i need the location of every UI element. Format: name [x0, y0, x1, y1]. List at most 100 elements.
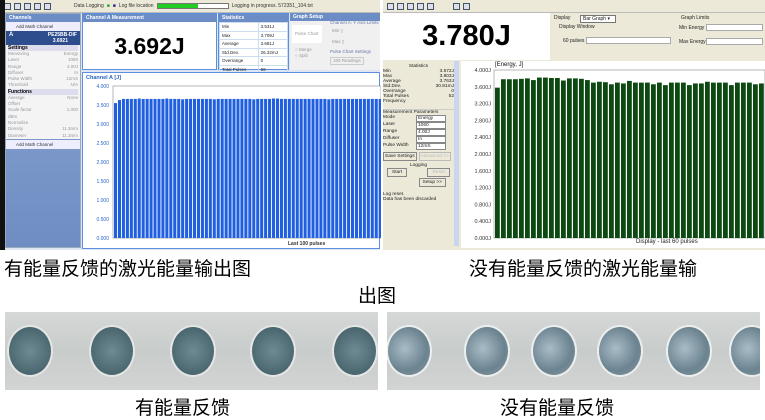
graph-setup-panel: Graph Setup Pulse Chart Channel A: Y Axi…: [290, 13, 380, 70]
bar: [579, 78, 584, 238]
bar: [597, 81, 602, 238]
bar: [185, 98, 189, 238]
chart-a-plot: 4.000 3.500 3.000 2.500 2.000 1.500 1.000 0.500…: [96, 84, 381, 242]
bar: [196, 98, 200, 238]
grid-icon[interactable]: [417, 2, 424, 10]
max-energy-slider[interactable]: [706, 38, 763, 45]
bar: [495, 87, 500, 238]
refresh-icon[interactable]: [397, 2, 404, 10]
advanced-button[interactable]: Advanced >>: [418, 152, 451, 161]
bar: [669, 82, 674, 238]
statistics-row: Max 3.709J: [219, 30, 289, 40]
chart-type-select[interactable]: Pulse Chart: [292, 25, 322, 43]
weld-spot: [599, 327, 641, 375]
bar: [295, 98, 299, 238]
channels-icon[interactable]: [4, 2, 11, 10]
bar: [370, 98, 374, 238]
energy-chart-panel: [Energy, J] 4.000J 3.600J 3.200J 2.800J 2.40…: [461, 61, 765, 248]
statistics-row: Average 3.681J: [219, 39, 289, 49]
save-icon[interactable]: [427, 2, 434, 10]
display-select[interactable]: Bar Graph ▾: [580, 15, 616, 23]
bar: [603, 82, 608, 239]
bar: [256, 98, 260, 238]
right-chart-caption-line2: 出图: [358, 286, 397, 307]
settings-section: Settings Measuring Energy Laser 1060 Range 4.…: [6, 45, 80, 139]
bar: [248, 98, 252, 238]
data-logging-label[interactable]: Data Logging: [74, 3, 104, 9]
y-tick-label: 4.000J: [474, 68, 491, 74]
save-settings-button[interactable]: Save Settings: [383, 152, 417, 161]
bar: [591, 82, 596, 238]
functions-row: Offset: [8, 101, 20, 107]
readings-spinner[interactable]: 100 Readings: [330, 57, 364, 66]
log-location-label[interactable]: Log file location: [118, 3, 154, 9]
bar: [354, 98, 358, 238]
left-toolbar: Data Logging ■ ■ Log file location Loggi…: [0, 0, 380, 13]
parameter-select[interactable]: Diffuser In: [383, 136, 454, 143]
bar: [335, 98, 339, 238]
split-radio[interactable]: ○ Split: [295, 53, 308, 58]
bar: [236, 98, 240, 238]
bar: [323, 98, 327, 238]
key-icon[interactable]: [463, 2, 470, 10]
bar: [351, 98, 355, 238]
channels-icon[interactable]: [387, 2, 394, 10]
bar: [543, 77, 548, 238]
min-energy-slider[interactable]: [706, 24, 763, 31]
start-button[interactable]: Start: [387, 168, 408, 177]
record-icon[interactable]: ■: [106, 3, 110, 9]
bar: [374, 98, 378, 238]
max-slider[interactable]: Max ▯: [332, 39, 345, 44]
display-window-slider[interactable]: [586, 37, 671, 44]
right-app-window: 3.780J Display Bar Graph ▾ Display Windo…: [383, 0, 765, 250]
bar: [315, 98, 319, 238]
window-icon[interactable]: [24, 2, 31, 10]
y-tick-label: 0.000: [96, 236, 109, 242]
chart-a-xlabel: Last 100 pulses: [288, 241, 326, 247]
statistics-panel: Statistics Min 3.531J Max 3.709J Average 3.68…: [218, 13, 289, 83]
functions-row: Normalize: [8, 119, 29, 125]
window-icon[interactable]: [407, 2, 414, 10]
key-icon[interactable]: [44, 2, 51, 10]
functions-row: Diameter 11.3mm: [8, 132, 78, 138]
display-icon[interactable]: [14, 2, 21, 10]
weld-spot: [172, 327, 214, 375]
parameter-select[interactable]: Laser 1060: [383, 122, 454, 129]
parameter-select[interactable]: Mode Energy: [383, 115, 454, 122]
settings-icon[interactable]: [34, 2, 41, 10]
parameter-select[interactable]: Range 4.00J: [383, 129, 454, 136]
bar: [675, 82, 680, 238]
bar: [157, 98, 161, 238]
y-tick-label: 3.600J: [474, 85, 491, 91]
y-tick-label: 1.200J: [474, 186, 491, 192]
channel-a-card[interactable]: A PE25BB-DIF 3.6921: [6, 31, 80, 45]
stop-icon[interactable]: ■: [112, 3, 116, 9]
statistics-row: Average 3.763J: [383, 79, 454, 84]
bar: [268, 98, 272, 238]
bar: [177, 98, 181, 238]
bar: [339, 98, 343, 238]
add-math-channel-button[interactable]: Add Math Channel: [6, 22, 80, 31]
right-scrollbar[interactable]: [454, 61, 459, 246]
bar: [283, 98, 287, 238]
bar: [501, 79, 506, 239]
statistics-row: Frequency: [383, 99, 406, 104]
merge-radio[interactable]: ○ Merge: [295, 47, 312, 52]
bar: [693, 83, 698, 238]
reset-button[interactable]: Reset: [427, 168, 450, 177]
functions-row: dBm: [8, 113, 18, 119]
setup-button[interactable]: Setup >>: [418, 178, 446, 187]
bar: [561, 80, 566, 238]
y-tick-label: 4.000: [96, 84, 109, 90]
left-photo-caption: 有能量反馈: [135, 398, 231, 419]
y-tick-label: 3.000: [96, 122, 109, 128]
add-math-channel-button-2[interactable]: Add Math Channel: [6, 139, 80, 149]
bar: [717, 82, 722, 238]
right-side-panel: Statistics Min 3.572J Max 3.803J Average 3.76…: [383, 61, 458, 246]
parameter-select[interactable]: Pulse Width 12mS: [383, 143, 454, 150]
bar: [272, 98, 276, 238]
min-slider[interactable]: Min ▯: [332, 28, 343, 33]
print-icon[interactable]: [453, 2, 460, 10]
bar: [585, 80, 590, 238]
bar: [627, 80, 632, 238]
